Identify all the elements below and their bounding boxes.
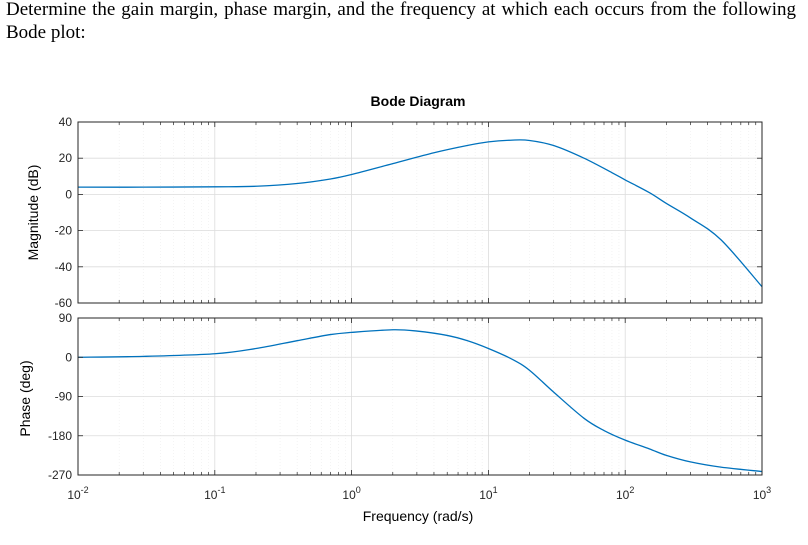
magnitude-plot: 40 20 0 -20 -40 -60 Magnitude (dB) [25,115,763,310]
y-tick-label: -90 [55,390,73,404]
x-tick-label: 100 [342,485,360,502]
magnitude-axes-box [77,121,763,304]
magnitude-y-axis-label: Magnitude (dB) [25,165,41,261]
y-tick-label: -20 [55,224,73,238]
x-tick-label: 101 [479,485,497,502]
x-tick-exponent: 1 [493,485,498,495]
x-axis-label: Frequency (rad/s) [363,508,473,524]
magnitude-y-ticks: 40 20 0 -20 -40 -60 [55,115,762,310]
magnitude-grid [77,122,762,303]
magnitude-series-line [77,139,763,288]
question-text: Determine the gain margin, phase margin,… [6,0,796,43]
x-tick-label: 103 [753,485,771,502]
x-tick-labels: 10-2 10-1 100 101 102 103 [67,485,771,502]
y-tick-label: -270 [48,468,72,482]
x-tick-base: 10 [342,488,356,502]
y-tick-label: 0 [65,187,72,201]
x-tick-label: 10-1 [204,485,225,502]
x-tick-exponent: 0 [356,485,361,495]
y-tick-label: 20 [59,151,73,165]
y-tick-label: 0 [65,350,72,364]
x-tick-exponent: -2 [81,485,89,495]
phase-plot: 90 0 -90 -180 -270 Phase (deg) [17,311,763,482]
x-tick-base: 10 [479,488,493,502]
x-tick-exponent: -1 [217,485,225,495]
y-tick-label: 40 [59,115,73,129]
chart-title: Bode Diagram [371,93,466,109]
x-tick-exponent: 3 [766,485,771,495]
x-tick-base: 10 [753,488,767,502]
x-tick-label: 10-2 [67,485,88,502]
y-tick-label: -180 [48,429,72,443]
phase-y-axis-label: Phase (deg) [17,360,33,436]
x-tick-base: 10 [204,488,218,502]
y-tick-label: 90 [59,311,73,325]
magnitude-plot-area [78,122,762,303]
x-tick-base: 10 [616,488,630,502]
x-tick-label: 102 [616,485,634,502]
y-tick-label: -40 [55,260,73,274]
y-tick-label: -60 [55,296,73,310]
phase-y-ticks: 90 0 -90 -180 -270 [48,311,762,482]
phase-series-line [77,329,763,473]
x-tick-exponent: 2 [629,485,634,495]
x-tick-base: 10 [67,488,81,502]
